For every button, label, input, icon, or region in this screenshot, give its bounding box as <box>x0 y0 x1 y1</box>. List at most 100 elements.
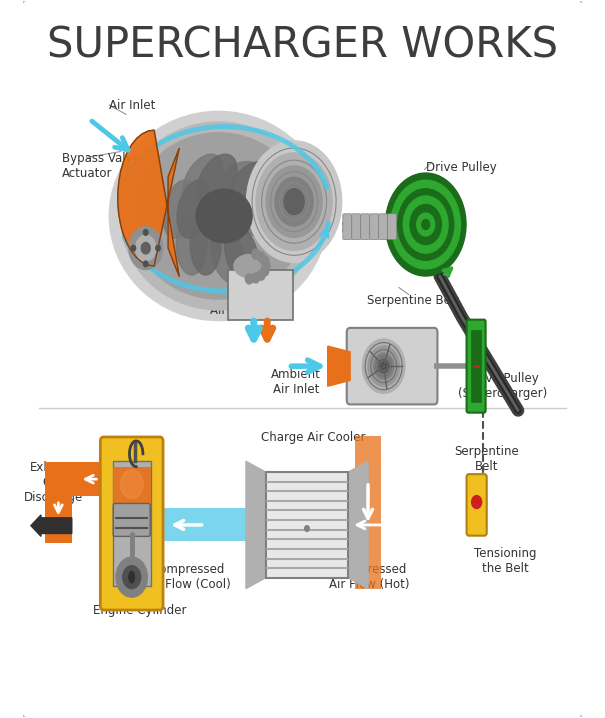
Ellipse shape <box>157 123 325 280</box>
Ellipse shape <box>176 214 207 275</box>
FancyBboxPatch shape <box>113 461 151 586</box>
Text: Serpentine
Belt: Serpentine Belt <box>454 445 518 473</box>
Circle shape <box>246 141 342 263</box>
Circle shape <box>385 173 466 276</box>
Circle shape <box>410 205 442 245</box>
Circle shape <box>261 266 269 276</box>
Text: SUPERCHARGER WORKS: SUPERCHARGER WORKS <box>47 24 558 67</box>
Circle shape <box>257 252 265 262</box>
Ellipse shape <box>190 214 221 275</box>
Text: Air Inlet: Air Inlet <box>110 98 155 111</box>
Ellipse shape <box>234 255 265 277</box>
Text: Compressed
Air Flow (Cool): Compressed Air Flow (Cool) <box>145 563 231 591</box>
Circle shape <box>131 246 136 251</box>
Ellipse shape <box>197 154 237 205</box>
FancyBboxPatch shape <box>159 508 247 541</box>
FancyBboxPatch shape <box>266 472 348 578</box>
Text: Compressed
Air to Engine: Compressed Air to Engine <box>210 289 286 317</box>
Ellipse shape <box>231 162 277 205</box>
FancyBboxPatch shape <box>466 474 487 536</box>
Circle shape <box>417 213 434 236</box>
Text: Phasing Gear: Phasing Gear <box>221 259 300 273</box>
Circle shape <box>284 189 304 215</box>
Ellipse shape <box>132 133 306 299</box>
Text: Exhaust
Gas
Discharge: Exhaust Gas Discharge <box>24 460 83 503</box>
FancyBboxPatch shape <box>343 214 352 240</box>
Ellipse shape <box>217 162 263 205</box>
Circle shape <box>472 495 482 508</box>
Ellipse shape <box>224 225 258 283</box>
Circle shape <box>141 243 150 254</box>
FancyBboxPatch shape <box>379 214 388 240</box>
Circle shape <box>143 261 148 266</box>
Circle shape <box>136 236 155 261</box>
Ellipse shape <box>177 180 211 238</box>
Circle shape <box>382 363 386 369</box>
FancyBboxPatch shape <box>471 330 481 402</box>
Circle shape <box>374 353 394 379</box>
Circle shape <box>143 230 148 236</box>
Polygon shape <box>118 130 179 276</box>
Circle shape <box>362 339 405 393</box>
FancyBboxPatch shape <box>45 462 105 496</box>
FancyArrow shape <box>31 515 72 536</box>
FancyBboxPatch shape <box>355 378 381 404</box>
Ellipse shape <box>110 111 328 320</box>
Circle shape <box>378 359 389 373</box>
Text: Drive Pulley
(Supercharger): Drive Pulley (Supercharger) <box>459 372 548 400</box>
Text: Drive Pulley: Drive Pulley <box>426 161 497 174</box>
Circle shape <box>275 177 313 226</box>
Ellipse shape <box>234 196 281 236</box>
FancyBboxPatch shape <box>361 214 370 240</box>
FancyBboxPatch shape <box>113 503 150 536</box>
Circle shape <box>266 166 322 238</box>
Circle shape <box>256 153 332 251</box>
Text: Engine Cylinder: Engine Cylinder <box>93 605 187 617</box>
Circle shape <box>129 227 163 269</box>
Circle shape <box>123 566 141 589</box>
Circle shape <box>422 220 430 230</box>
Circle shape <box>155 246 160 251</box>
FancyBboxPatch shape <box>113 467 151 516</box>
FancyBboxPatch shape <box>21 0 584 718</box>
FancyBboxPatch shape <box>466 320 486 413</box>
Text: Charge Air Cooler: Charge Air Cooler <box>261 432 366 444</box>
Ellipse shape <box>120 470 143 498</box>
Ellipse shape <box>211 225 244 283</box>
FancyBboxPatch shape <box>45 496 72 543</box>
Polygon shape <box>246 461 266 589</box>
FancyBboxPatch shape <box>228 269 293 320</box>
Circle shape <box>368 346 399 386</box>
Ellipse shape <box>129 572 134 583</box>
Circle shape <box>246 274 253 284</box>
Circle shape <box>252 273 260 283</box>
Circle shape <box>252 249 260 259</box>
Circle shape <box>397 189 454 261</box>
FancyBboxPatch shape <box>355 437 381 589</box>
Text: Compressed
Air Flow (Hot): Compressed Air Flow (Hot) <box>330 563 410 591</box>
Circle shape <box>261 256 269 266</box>
Ellipse shape <box>183 154 223 205</box>
Polygon shape <box>348 461 368 589</box>
Text: Bypass Valve
Actuator: Bypass Valve Actuator <box>62 152 140 180</box>
Circle shape <box>305 526 309 531</box>
Ellipse shape <box>163 180 197 238</box>
Text: Ambient
Air Inlet: Ambient Air Inlet <box>271 368 321 396</box>
Polygon shape <box>328 346 350 386</box>
Text: Tensioning
the Belt: Tensioning the Belt <box>474 546 537 574</box>
Circle shape <box>404 196 448 253</box>
FancyBboxPatch shape <box>370 214 379 240</box>
Circle shape <box>116 557 148 597</box>
Circle shape <box>262 261 270 271</box>
Ellipse shape <box>248 196 295 236</box>
Ellipse shape <box>196 189 252 243</box>
Text: Rotors: Rotors <box>120 220 159 233</box>
FancyBboxPatch shape <box>347 328 437 404</box>
FancyBboxPatch shape <box>352 214 361 240</box>
FancyBboxPatch shape <box>100 437 163 610</box>
Ellipse shape <box>120 122 316 310</box>
Text: Serpentine Belt: Serpentine Belt <box>367 294 459 307</box>
Circle shape <box>257 270 265 280</box>
FancyBboxPatch shape <box>388 214 396 240</box>
Circle shape <box>391 180 460 269</box>
